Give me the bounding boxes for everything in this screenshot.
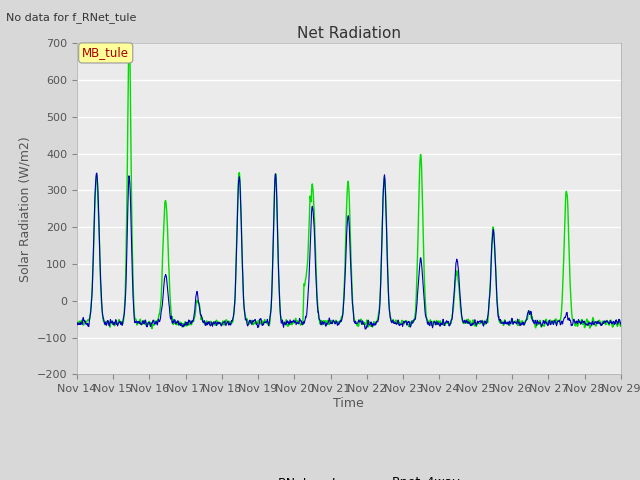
X-axis label: Time: Time: [333, 397, 364, 410]
Text: MB_tule: MB_tule: [82, 47, 129, 60]
Title: Net Radiation: Net Radiation: [297, 25, 401, 41]
Text: No data for f_RNet_tule: No data for f_RNet_tule: [6, 12, 137, 23]
Legend: RNet_wat, Rnet_4way: RNet_wat, Rnet_4way: [232, 471, 466, 480]
Y-axis label: Solar Radiation (W/m2): Solar Radiation (W/m2): [18, 136, 31, 282]
